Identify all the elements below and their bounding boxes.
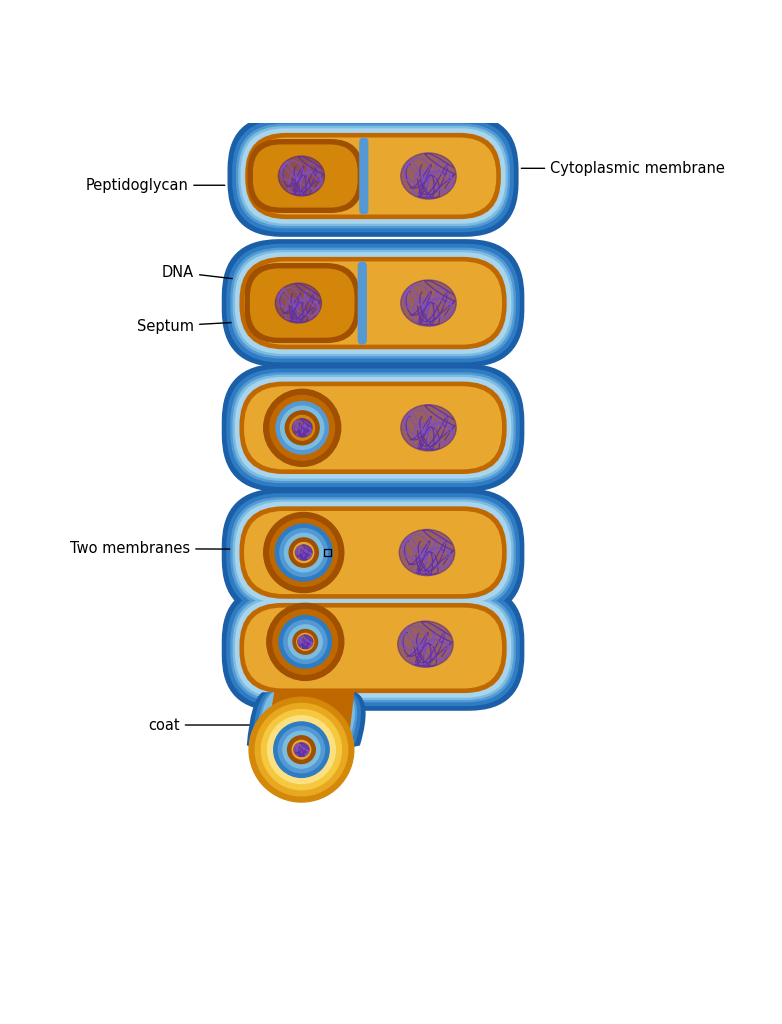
FancyBboxPatch shape <box>226 369 520 487</box>
FancyBboxPatch shape <box>222 364 525 492</box>
FancyBboxPatch shape <box>230 248 516 358</box>
Circle shape <box>274 722 329 777</box>
Circle shape <box>288 736 315 764</box>
FancyBboxPatch shape <box>235 252 511 354</box>
Text: Peptidoglycan: Peptidoglycan <box>85 178 224 193</box>
PathPatch shape <box>255 692 357 753</box>
FancyBboxPatch shape <box>226 494 520 611</box>
Ellipse shape <box>296 545 312 560</box>
Circle shape <box>275 524 332 581</box>
Text: Two membranes: Two membranes <box>70 542 325 556</box>
PathPatch shape <box>257 692 355 752</box>
PathPatch shape <box>247 692 366 757</box>
FancyBboxPatch shape <box>222 488 525 616</box>
FancyBboxPatch shape <box>253 144 357 208</box>
FancyBboxPatch shape <box>357 261 367 345</box>
Ellipse shape <box>400 529 454 575</box>
Ellipse shape <box>275 283 321 324</box>
Ellipse shape <box>292 419 312 437</box>
Text: Cytoplasmic membrane: Cytoplasmic membrane <box>522 161 725 176</box>
FancyBboxPatch shape <box>250 268 354 338</box>
Circle shape <box>294 543 314 562</box>
Bar <box>324 550 331 556</box>
Circle shape <box>278 727 325 773</box>
Circle shape <box>280 528 328 577</box>
Circle shape <box>290 416 314 440</box>
FancyBboxPatch shape <box>232 375 514 481</box>
Circle shape <box>284 621 327 664</box>
Circle shape <box>283 731 320 768</box>
FancyBboxPatch shape <box>244 607 502 688</box>
Circle shape <box>249 697 353 802</box>
PathPatch shape <box>267 691 354 740</box>
FancyBboxPatch shape <box>232 250 514 356</box>
FancyBboxPatch shape <box>239 126 508 226</box>
FancyBboxPatch shape <box>222 586 525 711</box>
Text: DNA: DNA <box>162 265 306 290</box>
Circle shape <box>285 411 319 444</box>
Circle shape <box>297 634 314 650</box>
FancyBboxPatch shape <box>232 120 514 232</box>
Circle shape <box>289 625 322 658</box>
Text: coat: coat <box>148 718 251 732</box>
FancyBboxPatch shape <box>236 124 510 228</box>
FancyBboxPatch shape <box>226 590 520 707</box>
FancyBboxPatch shape <box>250 137 497 214</box>
FancyBboxPatch shape <box>244 386 502 469</box>
FancyBboxPatch shape <box>232 500 514 605</box>
Circle shape <box>270 519 338 587</box>
Ellipse shape <box>298 635 313 649</box>
FancyBboxPatch shape <box>239 603 507 693</box>
FancyBboxPatch shape <box>248 139 363 213</box>
Ellipse shape <box>401 280 456 327</box>
FancyBboxPatch shape <box>235 502 511 603</box>
FancyBboxPatch shape <box>239 506 507 599</box>
Circle shape <box>255 703 348 796</box>
FancyBboxPatch shape <box>241 128 505 224</box>
Circle shape <box>273 609 338 674</box>
FancyBboxPatch shape <box>244 261 502 345</box>
FancyBboxPatch shape <box>235 598 511 697</box>
FancyBboxPatch shape <box>226 244 520 362</box>
FancyBboxPatch shape <box>235 377 511 478</box>
Ellipse shape <box>278 156 325 196</box>
Circle shape <box>270 395 335 460</box>
Circle shape <box>285 534 323 571</box>
Ellipse shape <box>294 742 309 757</box>
Ellipse shape <box>398 622 453 668</box>
FancyBboxPatch shape <box>230 594 516 702</box>
FancyBboxPatch shape <box>239 382 507 474</box>
FancyBboxPatch shape <box>246 133 501 219</box>
Circle shape <box>292 740 310 759</box>
FancyBboxPatch shape <box>230 497 516 608</box>
FancyBboxPatch shape <box>245 263 360 343</box>
Circle shape <box>264 512 344 593</box>
FancyBboxPatch shape <box>244 511 502 594</box>
Ellipse shape <box>401 153 456 199</box>
Circle shape <box>281 407 324 450</box>
Circle shape <box>264 389 341 466</box>
Circle shape <box>276 401 328 454</box>
FancyBboxPatch shape <box>222 240 525 367</box>
FancyBboxPatch shape <box>359 137 368 214</box>
Circle shape <box>293 630 317 654</box>
FancyBboxPatch shape <box>230 373 516 483</box>
FancyBboxPatch shape <box>239 257 507 349</box>
FancyBboxPatch shape <box>228 115 518 237</box>
Ellipse shape <box>401 404 456 451</box>
PathPatch shape <box>251 692 361 755</box>
Circle shape <box>289 538 318 567</box>
Circle shape <box>279 615 332 668</box>
FancyBboxPatch shape <box>232 596 514 700</box>
Text: Septum: Septum <box>137 313 358 334</box>
Circle shape <box>261 710 342 790</box>
Circle shape <box>267 716 335 783</box>
Circle shape <box>267 603 344 680</box>
